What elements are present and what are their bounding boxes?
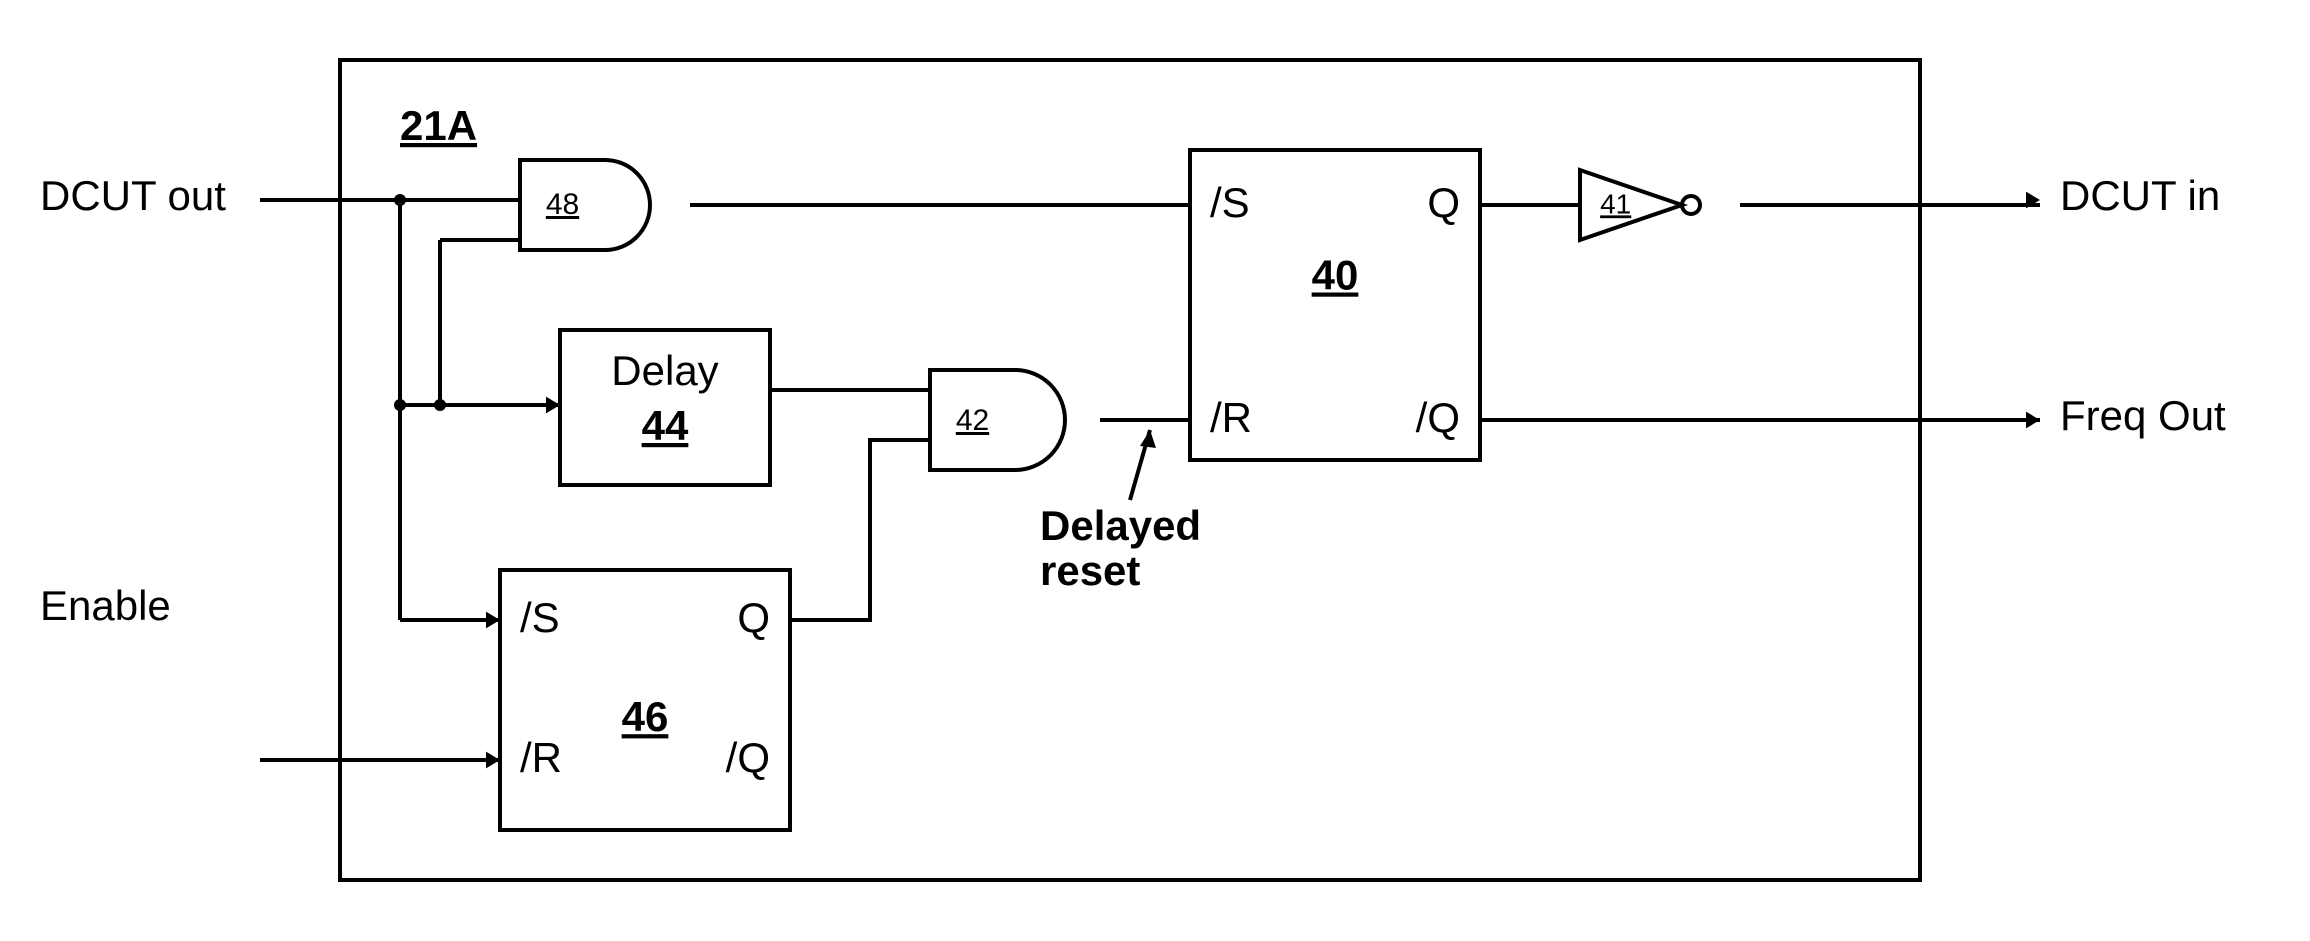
dcut-in-label: DCUT in — [2060, 172, 2220, 219]
latch46-Q-up — [790, 440, 930, 620]
latch40-ref: 40 — [1312, 252, 1359, 299]
junction-dot — [434, 399, 446, 411]
outer-box — [340, 60, 1920, 880]
freq-out-label: Freq Out — [2060, 392, 2226, 439]
junction-dot — [394, 194, 406, 206]
latch40-q-label: Q — [1427, 179, 1460, 226]
and-gate-48-ref: 48 — [546, 188, 579, 221]
delay-ref: 44 — [642, 402, 689, 449]
dcut-out-label: DCUT out — [40, 172, 226, 219]
latch46-r-label: /R — [520, 734, 562, 781]
latch46-nq-label: /Q — [726, 734, 770, 781]
arrowhead — [486, 612, 500, 629]
latch46-s-label: /S — [520, 594, 560, 641]
outer-box-ref: 21A — [400, 102, 477, 149]
latch40-r-label: /R — [1210, 394, 1252, 441]
and-gate-42-ref: 42 — [956, 404, 989, 437]
delayed-reset-l1: Delayed — [1040, 502, 1201, 549]
and-gate-48 — [520, 160, 650, 250]
latch40-nq-label: /Q — [1416, 394, 1460, 441]
latch46-ref: 46 — [622, 693, 669, 740]
arrowhead — [546, 397, 560, 414]
and-gate-42 — [930, 370, 1065, 470]
not-gate-41-ref: 41 — [1600, 188, 1631, 219]
arrowhead — [486, 752, 500, 769]
latch46-q-label: Q — [737, 594, 770, 641]
junction-dot — [394, 399, 406, 411]
arrowhead — [2026, 412, 2040, 429]
delay-title: Delay — [611, 347, 718, 394]
enable-label: Enable — [40, 582, 171, 629]
delayed-reset-l2: reset — [1040, 547, 1140, 594]
circuit-diagram: 21A Delay 44/S/R Q/Q 40/S/R Q/Q 46 48 42 41 DCUT o… — [0, 0, 2310, 941]
latch40-s-label: /S — [1210, 179, 1250, 226]
